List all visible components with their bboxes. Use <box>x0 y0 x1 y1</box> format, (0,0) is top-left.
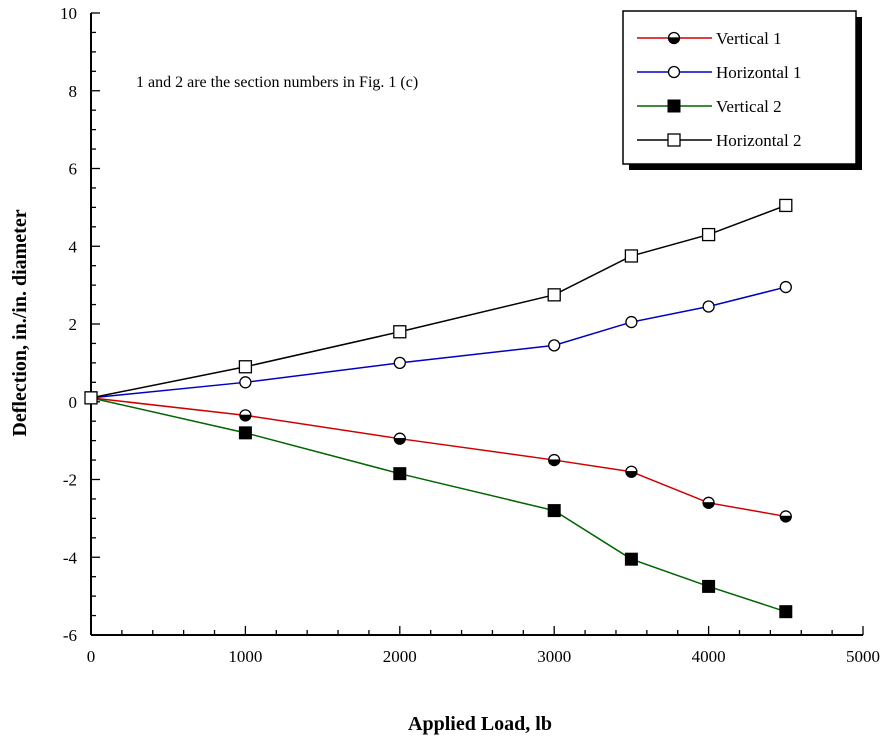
legend-item: Horizontal 1 <box>637 63 801 82</box>
data-point <box>702 496 715 509</box>
legend-box <box>622 10 857 165</box>
marker-shape <box>239 376 252 389</box>
legend-marker <box>667 31 681 45</box>
marker-fill <box>780 516 792 522</box>
series-line <box>90 397 787 613</box>
marker-shape <box>667 133 681 147</box>
marker-shape <box>667 65 681 79</box>
data-point <box>779 280 792 294</box>
data-point <box>779 605 793 619</box>
x-tick-label: 3000 <box>537 647 571 666</box>
y-axis-ticks: -6 -4 -2 0 2 4 6 8 10 <box>60 4 100 645</box>
data-point <box>548 453 561 467</box>
data-point <box>779 198 793 213</box>
marker-fill <box>703 502 715 509</box>
y-tick-label: 2 <box>69 315 78 334</box>
data-point <box>238 360 253 374</box>
data-point <box>393 356 406 370</box>
marker-shape <box>393 325 407 339</box>
series-line <box>90 397 786 518</box>
data-point <box>548 339 561 352</box>
y-tick-label: 10 <box>60 4 77 23</box>
y-axis-title: Deflection, in./in. diameter <box>9 209 31 436</box>
data-point <box>84 391 98 405</box>
legend-item: Vertical 2 <box>637 97 782 116</box>
series-line <box>90 286 786 399</box>
series-horizontal-1 <box>84 280 792 405</box>
data-point <box>779 510 792 523</box>
marker-shape <box>702 579 716 593</box>
marker-fill <box>668 38 680 44</box>
y-tick-label: 4 <box>69 237 78 256</box>
y-tick-label: 0 <box>69 393 78 412</box>
marker-shape <box>238 426 252 440</box>
marker-shape <box>624 552 638 566</box>
data-point <box>393 325 407 339</box>
data-point <box>239 409 252 422</box>
data-point <box>624 552 638 566</box>
data-point <box>702 300 715 313</box>
data-point <box>393 467 407 481</box>
series-vertical-2 <box>84 391 793 619</box>
marker-shape <box>779 280 792 294</box>
legend-label: Horizontal 2 <box>716 131 801 150</box>
marker-fill <box>394 438 406 445</box>
data-point <box>625 465 638 478</box>
data-point <box>547 288 561 302</box>
data-point <box>547 504 561 518</box>
legend-label: Vertical 2 <box>716 97 782 116</box>
marker-shape <box>625 315 638 329</box>
x-tick-label: 5000 <box>846 647 880 666</box>
legend-marker <box>667 99 681 113</box>
marker-shape <box>701 227 716 242</box>
data-point <box>624 249 639 263</box>
marker-shape <box>779 605 793 619</box>
marker-shape <box>779 198 793 213</box>
data-point <box>701 227 716 242</box>
x-tick-label: 2000 <box>383 647 417 666</box>
legend-marker <box>667 65 681 79</box>
x-tick-label: 0 <box>87 647 96 666</box>
x-axis-title: Applied Load, lb <box>408 713 552 735</box>
legend-label: Horizontal 1 <box>716 63 801 82</box>
y-tick-label: -4 <box>63 548 78 567</box>
legend-item: Horizontal 2 <box>637 131 801 150</box>
marker-shape <box>238 360 253 374</box>
legend-item: Vertical 1 <box>637 29 782 48</box>
x-tick-label: 4000 <box>692 647 726 666</box>
marker-fill <box>239 415 251 421</box>
data-point <box>702 579 716 593</box>
data-point <box>625 315 638 329</box>
y-tick-label: 8 <box>69 82 78 101</box>
marker-fill <box>548 460 560 466</box>
x-axis-ticks: 0 1000 2000 3000 4000 5000 <box>87 626 880 666</box>
marker-shape <box>547 288 561 302</box>
series-horizontal-2 <box>84 198 793 405</box>
marker-fill <box>625 471 637 478</box>
series-layer <box>84 198 793 619</box>
marker-shape <box>547 504 561 518</box>
y-tick-label: 6 <box>69 160 78 179</box>
marker-shape <box>624 249 639 263</box>
data-point <box>238 426 252 440</box>
x-tick-label: 1000 <box>228 647 262 666</box>
legend-label: Vertical 1 <box>716 29 782 48</box>
marker-shape <box>393 467 407 481</box>
data-point <box>393 432 406 445</box>
marker-shape <box>667 99 681 113</box>
series-line <box>90 204 787 399</box>
legend: Vertical 1 Horizontal 1 Vertical 2 Horizont… <box>622 10 862 170</box>
chart-annotation: 1 and 2 are the section numbers in Fig. … <box>136 74 418 91</box>
y-tick-label: -2 <box>63 471 77 490</box>
marker-shape <box>548 339 561 352</box>
y-tick-label: -6 <box>63 626 77 645</box>
marker-shape <box>84 391 98 405</box>
legend-marker <box>667 133 681 147</box>
marker-shape <box>702 300 715 313</box>
series-vertical-1 <box>84 391 792 523</box>
data-point <box>239 376 252 389</box>
marker-shape <box>393 356 406 370</box>
